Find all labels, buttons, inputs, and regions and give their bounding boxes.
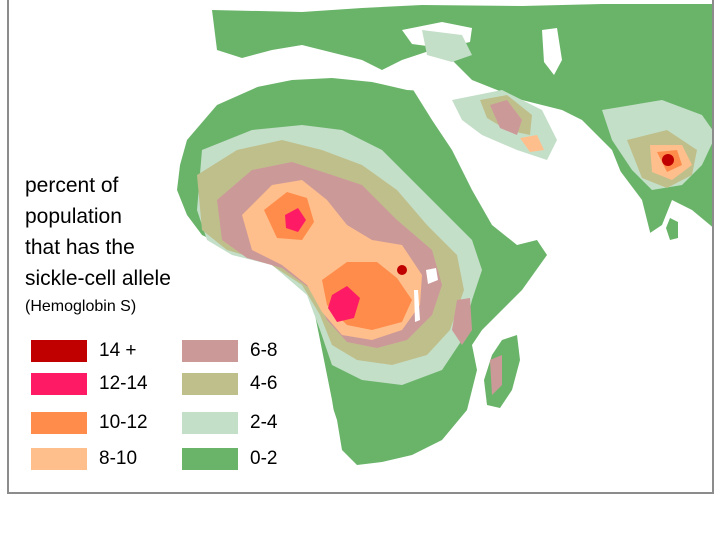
legend-item: 8-10 [31, 448, 137, 470]
legend-item: 2-4 [182, 412, 277, 434]
map-frame: percent of population that has the sickl… [7, 0, 714, 494]
land-eurasia [212, 4, 712, 235]
zone-6-8-east [452, 298, 472, 345]
lake-tanganyika [414, 290, 420, 322]
caption-line: sickle-cell allele [25, 267, 171, 290]
red-sea [434, 110, 490, 196]
legend-item: 4-6 [182, 373, 277, 395]
legend-label: 2-4 [250, 412, 278, 433]
caption-subtitle: (Hemoglobin S) [25, 298, 137, 315]
legend-label: 0-2 [250, 448, 278, 469]
caspian-sea [542, 28, 562, 75]
legend-item: 14 + [31, 340, 137, 362]
legend-item: 10-12 [31, 412, 148, 434]
zone-6-8-arabia [490, 100, 522, 135]
legend-label: 10-12 [99, 412, 148, 433]
legend-swatch [31, 412, 87, 434]
zone-2-4-europe [422, 30, 472, 62]
caption-line: percent of [25, 174, 119, 197]
zone-12-14-west [285, 208, 306, 232]
legend-swatch [182, 412, 238, 434]
legend-item: 6-8 [182, 340, 277, 362]
zone-12-14-central [328, 286, 360, 322]
mediterranean-sea [207, 56, 464, 98]
zone-14-plus-east-africa [397, 265, 407, 275]
africa-map [9, 4, 712, 492]
caption-line: that has the [25, 236, 135, 259]
legend-item: 12-14 [31, 373, 148, 395]
legend-label: 6-8 [250, 340, 278, 361]
legend-label: 14 + [99, 340, 137, 361]
legend-swatch [182, 340, 238, 362]
zone-6-8-madagascar [490, 355, 502, 395]
legend-label: 4-6 [250, 373, 278, 394]
legend-swatch [31, 340, 87, 362]
land-sri-lanka [666, 218, 678, 240]
legend-swatch [31, 448, 87, 470]
zone-14-plus-india [662, 154, 674, 166]
legend-swatch [182, 448, 238, 470]
legend-caption: percent of population that has the sickl… [25, 170, 171, 319]
legend-swatch [31, 373, 87, 395]
legend-item: 0-2 [182, 448, 277, 470]
gulf-of-guinea [9, 250, 347, 492]
legend-label: 12-14 [99, 373, 148, 394]
arabian-sea [542, 160, 712, 492]
legend-label: 8-10 [99, 448, 138, 469]
zone-8-10-arabia [520, 135, 544, 152]
legend-swatch [182, 373, 238, 395]
caption-line: population [25, 205, 122, 228]
lake-victoria [426, 268, 438, 284]
